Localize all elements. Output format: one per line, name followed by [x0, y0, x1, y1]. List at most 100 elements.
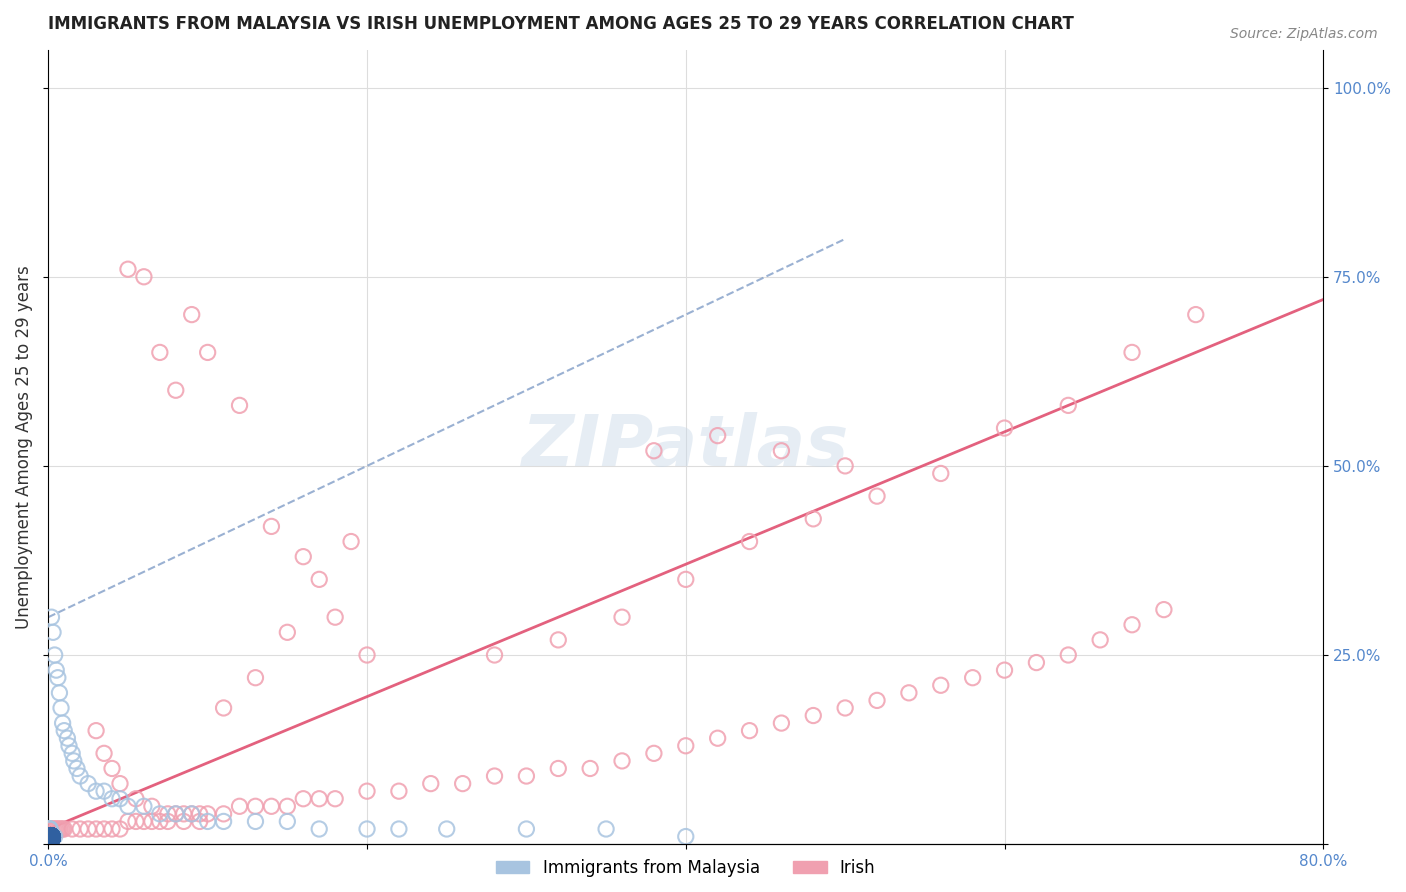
Point: [53, 822, 76, 836]
Point: [173, 814, 195, 829]
Point: [276, 814, 298, 829]
Point: [66, 762, 89, 776]
Point: [125, 791, 148, 805]
Point: [866, 693, 889, 707]
Point: [93, 747, 115, 761]
Point: [180, 806, 202, 821]
Point: [149, 345, 172, 359]
Point: [245, 814, 267, 829]
Point: [117, 814, 139, 829]
Text: ZIPatlas: ZIPatlas: [522, 412, 849, 482]
Point: [197, 814, 219, 829]
Point: [675, 573, 697, 587]
Point: [212, 701, 235, 715]
Text: Source: ZipAtlas.com: Source: ZipAtlas.com: [1230, 27, 1378, 41]
Point: [108, 791, 131, 805]
Point: [165, 383, 187, 397]
Point: [356, 822, 378, 836]
Point: [801, 708, 824, 723]
Point: [156, 814, 179, 829]
Point: [84, 784, 107, 798]
Point: [41, 830, 63, 844]
Legend: Immigrants from Malaysia, Irish: Immigrants from Malaysia, Irish: [489, 852, 882, 883]
Point: [993, 421, 1015, 435]
Point: [197, 345, 219, 359]
Point: [770, 443, 793, 458]
Point: [49, 822, 72, 836]
Point: [44, 830, 66, 844]
Point: [173, 806, 195, 821]
Point: [579, 762, 602, 776]
Point: [547, 762, 569, 776]
Point: [38, 830, 60, 844]
Point: [156, 806, 179, 821]
Point: [60, 747, 83, 761]
Point: [1088, 632, 1111, 647]
Point: [340, 534, 363, 549]
Point: [993, 663, 1015, 677]
Point: [38, 822, 60, 836]
Point: [38, 830, 60, 844]
Point: [276, 799, 298, 814]
Point: [308, 573, 330, 587]
Point: [48, 686, 70, 700]
Point: [419, 776, 441, 790]
Point: [141, 814, 163, 829]
Point: [212, 806, 235, 821]
Point: [101, 822, 124, 836]
Point: [388, 784, 411, 798]
Point: [38, 830, 60, 844]
Point: [38, 830, 60, 844]
Point: [801, 512, 824, 526]
Point: [866, 489, 889, 503]
Point: [245, 799, 267, 814]
Point: [41, 830, 63, 844]
Point: [45, 822, 67, 836]
Point: [962, 671, 984, 685]
Point: [1025, 656, 1047, 670]
Point: [38, 830, 60, 844]
Point: [41, 822, 63, 836]
Point: [45, 663, 67, 677]
Point: [643, 443, 665, 458]
Point: [451, 776, 474, 790]
Point: [1153, 602, 1175, 616]
Point: [292, 549, 315, 564]
Point: [52, 716, 75, 731]
Y-axis label: Unemployment Among Ages 25 to 29 years: Unemployment Among Ages 25 to 29 years: [15, 265, 32, 629]
Text: IMMIGRANTS FROM MALAYSIA VS IRISH UNEMPLOYMENT AMONG AGES 25 TO 29 YEARS CORRELA: IMMIGRANTS FROM MALAYSIA VS IRISH UNEMPL…: [48, 15, 1074, 33]
Point: [38, 830, 60, 844]
Point: [228, 398, 250, 412]
Point: [484, 769, 506, 783]
Point: [675, 830, 697, 844]
Point: [38, 830, 60, 844]
Point: [52, 822, 75, 836]
Point: [706, 428, 728, 442]
Point: [149, 806, 172, 821]
Point: [48, 822, 70, 836]
Point: [38, 830, 60, 844]
Point: [149, 814, 172, 829]
Point: [770, 716, 793, 731]
Point: [38, 822, 60, 836]
Point: [84, 822, 107, 836]
Point: [38, 830, 60, 844]
Point: [42, 830, 65, 844]
Point: [188, 814, 211, 829]
Point: [260, 519, 283, 533]
Point: [1184, 308, 1206, 322]
Point: [132, 799, 155, 814]
Point: [292, 791, 315, 805]
Point: [197, 806, 219, 821]
Point: [276, 625, 298, 640]
Point: [356, 784, 378, 798]
Point: [38, 830, 60, 844]
Point: [38, 830, 60, 844]
Point: [738, 723, 761, 738]
Point: [132, 814, 155, 829]
Point: [929, 467, 952, 481]
Point: [38, 822, 60, 836]
Point: [38, 830, 60, 844]
Point: [165, 806, 187, 821]
Point: [69, 822, 91, 836]
